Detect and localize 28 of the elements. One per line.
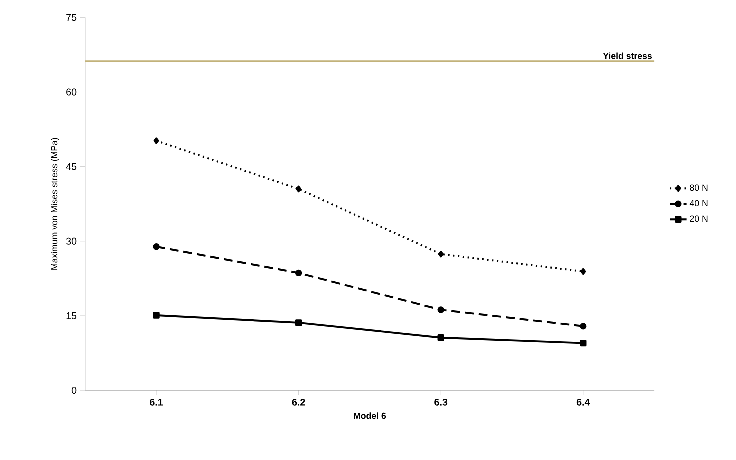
x-tick-label: 6.3 xyxy=(434,398,448,406)
point xyxy=(580,268,586,275)
y-tick-label: 45 xyxy=(66,163,77,170)
point xyxy=(438,306,444,314)
point xyxy=(438,334,444,342)
y-axis-title: Maximum von Mises stress (MPa) xyxy=(51,138,60,270)
x-tick-label: 6.2 xyxy=(292,398,306,406)
legend-label: 40 N xyxy=(690,200,708,206)
x-tick-label: 6.4 xyxy=(576,398,590,406)
point xyxy=(296,186,302,192)
x-tick-label: 6.1 xyxy=(150,398,164,406)
legend-label: 20 N xyxy=(690,216,708,222)
point xyxy=(438,250,444,258)
point xyxy=(580,322,587,330)
point xyxy=(580,340,587,347)
y-tick-label: 60 xyxy=(66,88,77,96)
y-tick-label: 0 xyxy=(72,386,77,394)
x-axis-title: Model 6 xyxy=(354,412,386,420)
point xyxy=(153,312,160,319)
ref-line-label: Yield stress xyxy=(603,52,652,60)
legend-label: 80 N xyxy=(690,184,708,191)
y-tick-label: 30 xyxy=(66,238,77,245)
point xyxy=(295,270,302,276)
point xyxy=(153,243,160,250)
y-tick-label: 75 xyxy=(66,14,77,21)
point xyxy=(295,319,302,326)
y-tick-label: 15 xyxy=(66,312,77,320)
point xyxy=(154,138,160,144)
